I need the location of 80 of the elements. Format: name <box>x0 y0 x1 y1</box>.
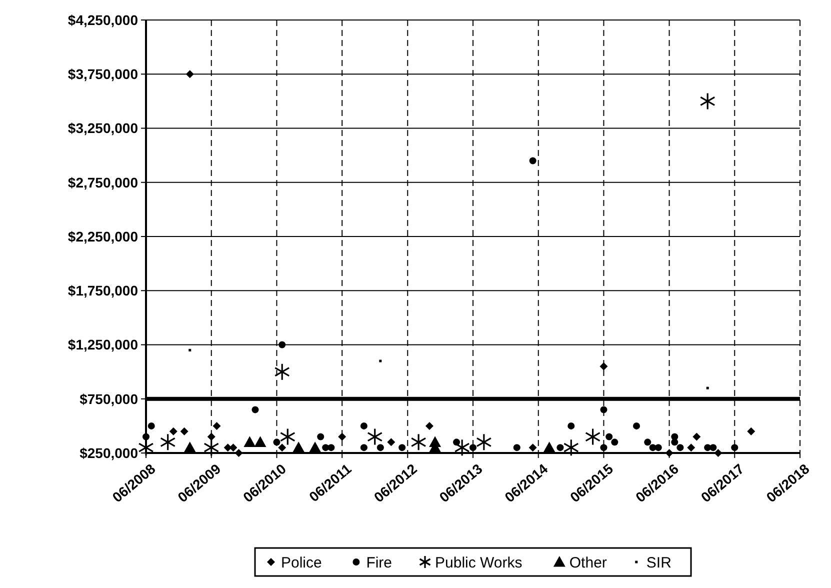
point <box>671 438 678 446</box>
point <box>710 444 717 452</box>
point <box>714 449 722 457</box>
point <box>280 428 296 446</box>
y-tick-label: $1,250,000 <box>68 336 138 353</box>
point <box>169 427 178 436</box>
point <box>704 444 712 452</box>
point <box>254 436 266 447</box>
point <box>398 444 406 452</box>
point <box>600 406 608 414</box>
point <box>360 422 368 430</box>
point <box>180 427 188 436</box>
point <box>470 444 476 452</box>
point <box>454 438 470 456</box>
point <box>563 438 579 456</box>
y-tick-label: $250,000 <box>80 444 138 461</box>
y-tick-label: $750,000 <box>80 390 138 407</box>
y-tick-label: $3,250,000 <box>68 120 138 136</box>
point <box>425 422 434 430</box>
point <box>376 444 384 452</box>
point <box>212 422 221 430</box>
point <box>606 433 613 440</box>
y-tick-label: $4,250,000 <box>68 12 138 28</box>
point <box>367 428 383 446</box>
point <box>556 444 564 452</box>
point <box>410 433 426 451</box>
point <box>274 363 290 381</box>
point <box>476 433 492 451</box>
point <box>543 442 556 452</box>
legend-label: Police <box>281 554 322 572</box>
point <box>692 432 701 441</box>
point <box>529 157 536 164</box>
point <box>731 444 738 452</box>
point <box>292 442 305 452</box>
point <box>142 433 150 440</box>
point <box>654 444 662 452</box>
point <box>188 348 192 352</box>
point <box>700 92 716 110</box>
legend-label: Public Works <box>435 554 522 572</box>
point <box>379 360 382 362</box>
point <box>528 444 537 452</box>
point <box>644 438 652 446</box>
y-tick-label: $3,750,000 <box>68 66 138 82</box>
legend-label: Other <box>569 554 607 572</box>
point <box>585 428 601 446</box>
point <box>252 406 259 414</box>
point <box>360 444 368 452</box>
y-tick-label: $2,250,000 <box>68 228 138 244</box>
point <box>611 438 618 446</box>
point <box>148 422 155 430</box>
point <box>317 433 324 440</box>
point <box>244 436 256 447</box>
point <box>387 438 396 446</box>
legend-label: Fire <box>366 554 392 572</box>
point <box>278 444 286 452</box>
point <box>184 442 196 452</box>
point <box>633 422 640 430</box>
point <box>207 432 216 441</box>
point <box>665 449 674 457</box>
y-tick-label: $2,750,000 <box>68 174 138 190</box>
point <box>204 438 220 456</box>
y-tick-label: $1,750,000 <box>68 282 138 299</box>
point <box>186 70 194 78</box>
point <box>676 444 684 452</box>
point <box>160 433 176 451</box>
point <box>273 438 280 446</box>
legend-label: SIR <box>646 554 672 572</box>
point <box>600 362 608 370</box>
point <box>568 422 575 430</box>
point <box>322 444 330 452</box>
point <box>338 432 346 441</box>
point <box>706 386 709 390</box>
point <box>513 444 520 452</box>
point <box>278 341 286 348</box>
point <box>687 444 696 452</box>
point <box>328 444 335 452</box>
point <box>747 427 756 436</box>
point <box>600 444 608 452</box>
point <box>234 449 243 457</box>
point <box>309 442 322 452</box>
